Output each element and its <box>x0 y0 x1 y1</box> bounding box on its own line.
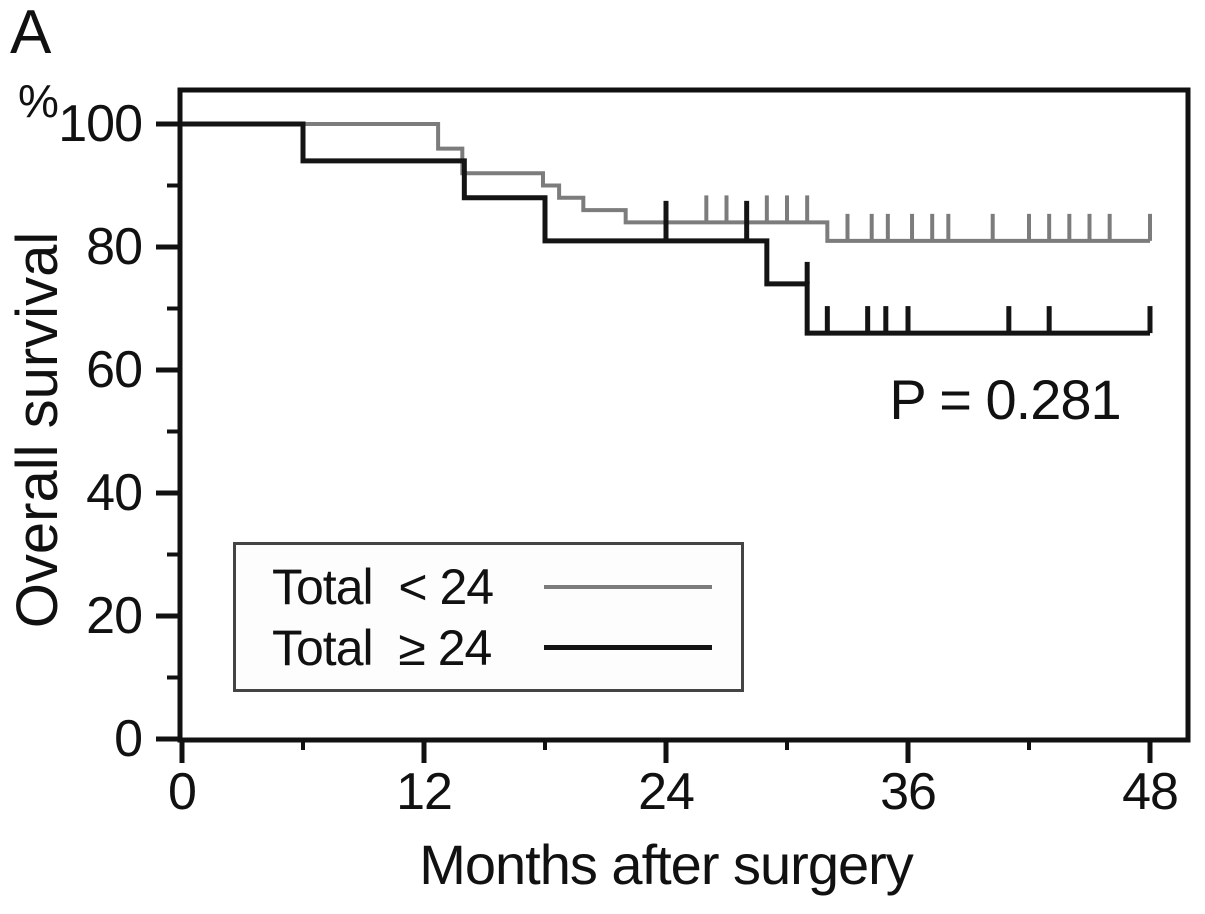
legend-item-total-lt-24: Total < 24 <box>236 561 741 613</box>
x-tick-label-36: 36 <box>880 763 937 821</box>
p-value-annotation: P = 0.281 <box>889 368 1121 431</box>
y-tick-label-40: 40 <box>86 464 143 522</box>
x-tick-label-12: 12 <box>396 763 453 821</box>
y-tick-label-0: 0 <box>114 710 143 768</box>
x-tick-label-48: 48 <box>1122 763 1179 821</box>
y-tick-label-20: 20 <box>86 587 143 645</box>
x-axis-title: Months after surgery <box>419 833 914 896</box>
legend-line-swatch-black <box>544 645 712 650</box>
panel-label: A <box>10 0 52 67</box>
x-tick-label-0: 0 <box>168 763 197 821</box>
plot-frame <box>177 87 1191 743</box>
survival-curve-total-ge-24 <box>182 121 1150 336</box>
x-tick-label-24: 24 <box>638 763 695 821</box>
y-tick-label-100: 100 <box>58 95 143 153</box>
y-axis-unit: % <box>18 75 59 127</box>
legend-label-total-lt-24: Total < 24 <box>272 558 494 615</box>
y-tick-label-60: 60 <box>86 341 143 399</box>
legend-label-total-ge-24: Total ≥ 24 <box>272 619 492 676</box>
y-tick-label-80: 80 <box>86 218 143 276</box>
legend-item-total-ge-24: Total ≥ 24 <box>236 622 741 674</box>
legend-box: Total < 24 Total ≥ 24 <box>233 542 744 692</box>
legend-line-swatch-gray <box>544 584 712 589</box>
